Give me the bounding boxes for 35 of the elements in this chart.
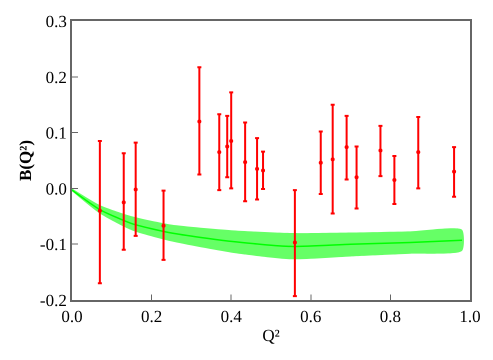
point	[392, 178, 396, 182]
point	[225, 144, 230, 149]
y-tick-label: -0.1	[40, 235, 67, 254]
point	[162, 224, 166, 228]
x-axis-title: Q²	[262, 326, 280, 346]
x-tick-label: 0.4	[220, 307, 242, 326]
x-tick-label: 0.8	[380, 307, 402, 326]
point	[197, 119, 202, 124]
point	[243, 160, 248, 164]
y-axis-title: B(Q²)	[16, 140, 35, 181]
point	[416, 150, 420, 154]
x-tick-label: 0.0	[61, 307, 83, 326]
point	[378, 148, 382, 152]
y-tick-label: -0.2	[40, 290, 67, 310]
y-tick-label: 0.0	[46, 179, 67, 198]
y-tick-label: 0.3	[46, 12, 67, 31]
line-series	[72, 189, 463, 248]
point	[344, 145, 349, 150]
point	[217, 150, 222, 154]
y-tick-label: 0.1	[46, 124, 67, 143]
point	[261, 168, 266, 173]
point	[292, 240, 297, 245]
point	[354, 175, 359, 180]
point	[229, 138, 234, 143]
point	[255, 166, 260, 171]
point	[452, 170, 456, 174]
point	[122, 200, 126, 204]
y-tick-label: 0.2	[46, 68, 67, 87]
x-tick-label: 0.2	[140, 307, 162, 326]
x-tick-label: 0.6	[300, 307, 322, 326]
point	[134, 188, 138, 192]
x-tick-label: 1.0	[459, 307, 481, 326]
point	[330, 157, 335, 162]
point	[318, 160, 323, 165]
point	[98, 208, 102, 213]
